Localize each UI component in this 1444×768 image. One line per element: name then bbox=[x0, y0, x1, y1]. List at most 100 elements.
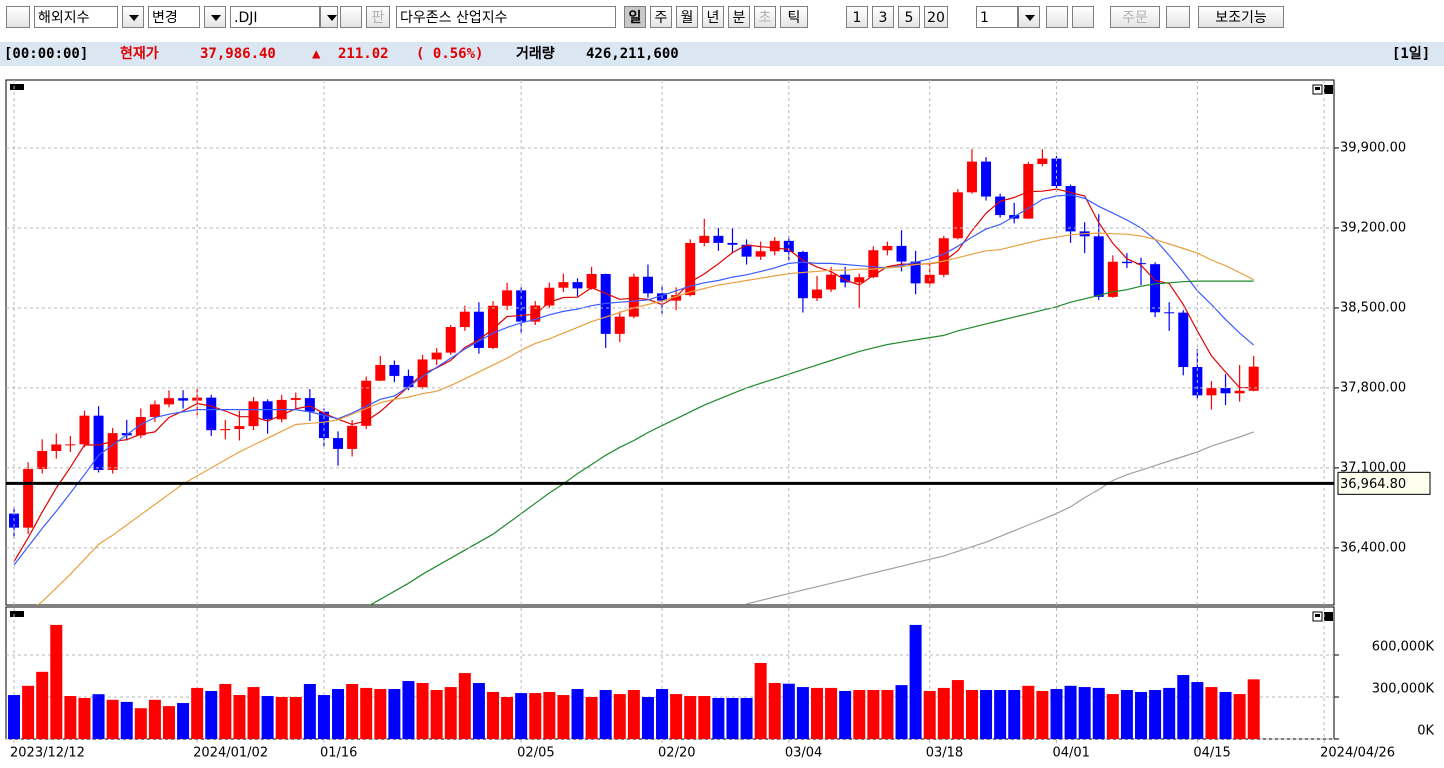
volume-bar bbox=[641, 697, 654, 739]
dropdown[interactable] bbox=[320, 6, 338, 28]
volume-bar bbox=[1022, 685, 1035, 739]
candle-body bbox=[1248, 366, 1259, 391]
candle-body bbox=[516, 290, 527, 322]
order-button[interactable]: 주문 bbox=[1110, 6, 1160, 28]
price: 37,986.40 bbox=[200, 46, 276, 62]
count-input[interactable]: 1 bbox=[976, 6, 1018, 28]
volume-bar bbox=[1050, 689, 1063, 739]
volume-bar bbox=[782, 683, 795, 739]
candle-body bbox=[1136, 263, 1147, 265]
y-tick-label: 39,900.00 bbox=[1340, 140, 1406, 155]
period: [1일] bbox=[1392, 46, 1431, 62]
candle-body bbox=[896, 245, 907, 262]
volume-bar bbox=[980, 690, 993, 739]
volume-bar bbox=[839, 690, 852, 739]
volume-bar bbox=[529, 693, 542, 739]
period-button[interactable]: 월 bbox=[676, 6, 698, 28]
volume-bar bbox=[571, 689, 584, 739]
volume-bar bbox=[120, 701, 133, 739]
volume-bar bbox=[8, 695, 21, 739]
volume-bar bbox=[416, 683, 429, 739]
candle-body bbox=[431, 352, 442, 360]
panel-buttons[interactable] bbox=[1312, 84, 1333, 95]
period-button[interactable]: 5 bbox=[898, 6, 920, 28]
volume-bar bbox=[796, 687, 809, 739]
candle-body bbox=[671, 295, 682, 301]
x-tick-label: 2023/12/12 bbox=[10, 746, 85, 761]
candle-body bbox=[79, 415, 90, 445]
volume-label: 거래량 bbox=[516, 46, 555, 62]
dropdown[interactable] bbox=[204, 6, 226, 28]
pan-button[interactable]: 판 bbox=[366, 6, 390, 28]
candle-body bbox=[995, 196, 1006, 216]
candle-body bbox=[65, 444, 76, 446]
change-select[interactable]: 변경 bbox=[148, 6, 200, 28]
candle-body bbox=[783, 240, 794, 252]
icon-button[interactable] bbox=[1046, 6, 1068, 28]
volume-bar bbox=[1247, 679, 1260, 739]
candle-body bbox=[1150, 264, 1161, 313]
reference-label: 36,964.80 bbox=[1340, 477, 1406, 492]
candle-body bbox=[628, 276, 639, 317]
candle-body bbox=[713, 235, 724, 243]
dropdown[interactable] bbox=[122, 6, 144, 28]
period-button[interactable]: 틱 bbox=[780, 6, 808, 28]
y-tick-label: 0K bbox=[1417, 724, 1434, 739]
period-button[interactable]: 초 bbox=[754, 6, 776, 28]
candle-body bbox=[347, 425, 358, 449]
candle-body bbox=[769, 240, 780, 252]
volume-bar bbox=[360, 687, 373, 739]
symbol-input[interactable]: .DJI bbox=[230, 6, 320, 28]
x-tick-label: 02/20 bbox=[658, 746, 695, 761]
x-tick-label: 04/01 bbox=[1052, 746, 1089, 761]
search-button[interactable] bbox=[340, 6, 362, 28]
volume-bar bbox=[613, 694, 626, 739]
candle-body bbox=[262, 401, 273, 420]
volume-bar bbox=[106, 699, 119, 739]
candle-body bbox=[797, 251, 808, 299]
panel-buttons[interactable] bbox=[1312, 611, 1333, 622]
market-select[interactable]: 해외지수 bbox=[34, 6, 118, 28]
volume-bar bbox=[501, 697, 514, 739]
volume-bar bbox=[867, 690, 880, 739]
volume-bar bbox=[233, 695, 246, 739]
period-button[interactable]: 분 bbox=[728, 6, 750, 28]
settings-button[interactable] bbox=[1072, 6, 1094, 28]
volume-bar bbox=[557, 695, 570, 739]
period-button[interactable]: 주 bbox=[650, 6, 672, 28]
candle-body bbox=[445, 327, 456, 353]
candle-body bbox=[586, 274, 597, 289]
y-tick-label: 300,000K bbox=[1372, 682, 1435, 697]
volume-bar bbox=[656, 689, 669, 739]
volume-bar bbox=[92, 694, 105, 739]
period-button[interactable]: 일 bbox=[624, 6, 646, 28]
dropdown[interactable] bbox=[1018, 6, 1040, 28]
period-button[interactable]: 20 bbox=[924, 6, 948, 28]
candle-body bbox=[741, 244, 752, 257]
nav-button[interactable] bbox=[6, 6, 30, 28]
period-button[interactable]: 3 bbox=[872, 6, 894, 28]
volume-bar bbox=[1106, 694, 1119, 739]
period-button[interactable]: 1 bbox=[846, 6, 868, 28]
volume-bar bbox=[275, 697, 288, 739]
volume-bar bbox=[825, 687, 838, 739]
volume-bar bbox=[22, 685, 35, 739]
candle-body bbox=[981, 161, 992, 197]
move-button[interactable] bbox=[1166, 6, 1190, 28]
candle-body bbox=[361, 380, 372, 426]
candle-body bbox=[220, 429, 231, 431]
volume-bar bbox=[1233, 694, 1246, 739]
volume-bar bbox=[543, 691, 556, 739]
aux-button[interactable]: 보조기능 bbox=[1198, 6, 1284, 28]
volume-bar bbox=[148, 699, 161, 739]
volume-bar bbox=[374, 689, 387, 739]
candle-body bbox=[1065, 186, 1076, 232]
volume-bar bbox=[36, 671, 49, 739]
moving-average-line bbox=[369, 280, 1254, 605]
volume-bar bbox=[599, 690, 612, 739]
period-button[interactable]: 년 bbox=[702, 6, 724, 28]
candle-body bbox=[1234, 390, 1245, 394]
volume-bar bbox=[1163, 687, 1176, 739]
